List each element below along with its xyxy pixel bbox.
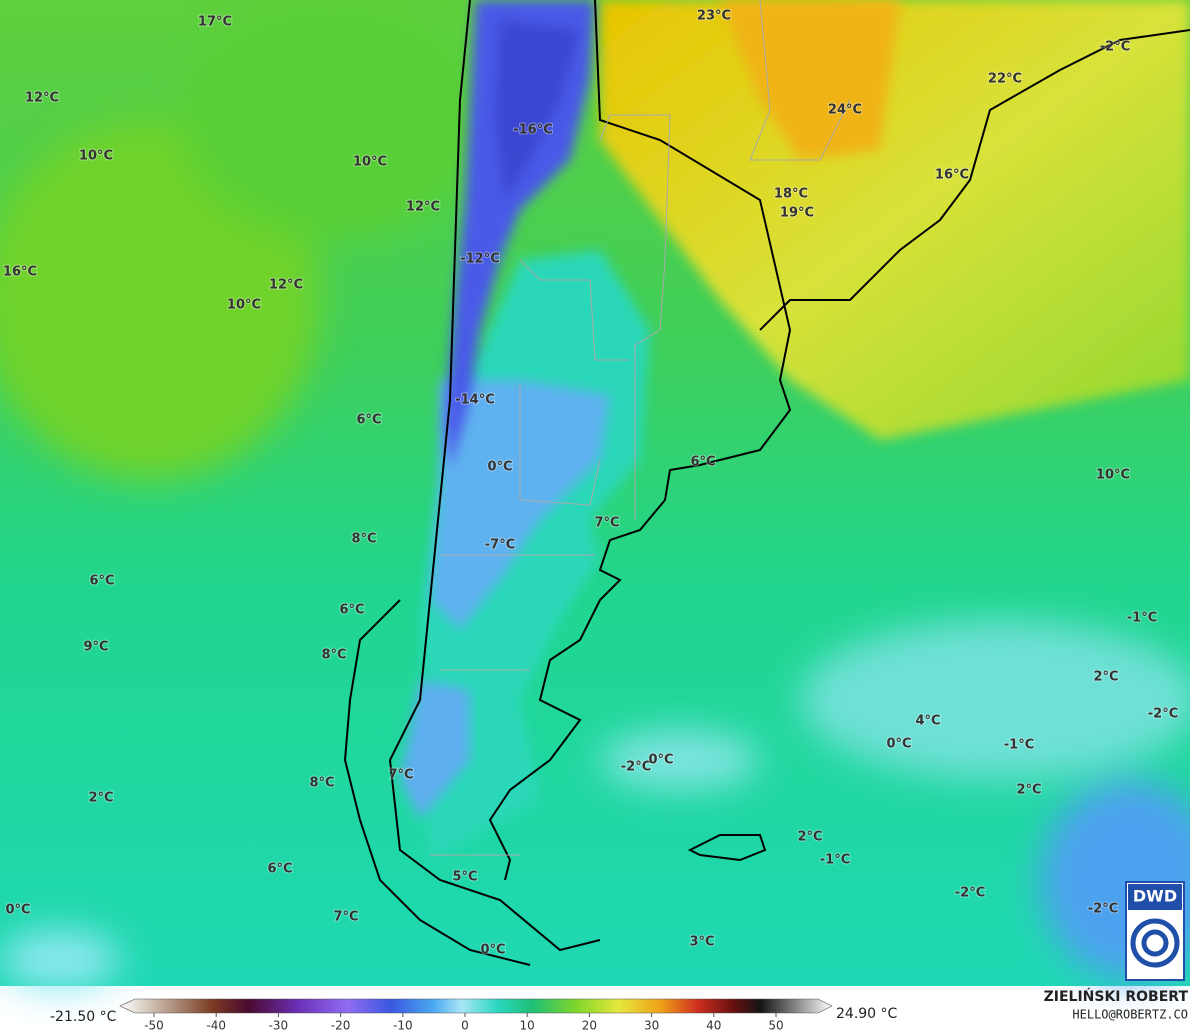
temp-label: -2°C <box>1100 40 1130 55</box>
colorbar-tick-label: -30 <box>269 1019 289 1033</box>
temp-label: -16°C <box>513 123 553 138</box>
temp-label: -1°C <box>1004 738 1034 753</box>
temp-label: 10°C <box>79 149 113 164</box>
logo-text: DWD <box>1133 887 1177 906</box>
temp-label: -1°C <box>1127 611 1157 626</box>
colorbar-tick-label: -20 <box>331 1019 351 1033</box>
temp-label: 0°C <box>487 460 512 475</box>
colorbar-tick-label: -50 <box>144 1019 164 1033</box>
colorbar-min: -21.50 °C <box>50 1009 117 1025</box>
colorbar-max: 24.90 °C <box>836 1006 898 1022</box>
temp-label: 18°C <box>774 187 808 202</box>
temp-label: 6°C <box>690 455 715 470</box>
temp-label: 17°C <box>198 15 232 30</box>
temp-label: 6°C <box>267 862 292 877</box>
temp-label: -1°C <box>820 853 850 868</box>
temp-label: 23°C <box>697 9 731 24</box>
colorbar-tick-label: 20 <box>582 1019 597 1033</box>
temp-label: 6°C <box>356 413 381 428</box>
temp-label: 7°C <box>388 768 413 783</box>
temp-label: 12°C <box>406 200 440 215</box>
colorbar-tick-label: 30 <box>644 1019 659 1033</box>
credit-email: HELLO@ROBERTZ.CO <box>1072 1008 1188 1022</box>
temp-label: 2°C <box>797 830 822 845</box>
temp-label: 12°C <box>25 91 59 106</box>
temp-label: 2°C <box>88 791 113 806</box>
temp-label: 2°C <box>1093 670 1118 685</box>
temp-label: -2°C <box>621 760 651 775</box>
temperature-labels: 17°C 23°C -2°C 12°C 22°C 24°C -16°C 10°C 10°C 16°… <box>2 8 1179 959</box>
temp-label: 8°C <box>309 776 334 791</box>
temp-label: 16°C <box>935 168 969 183</box>
temp-label: 0°C <box>5 903 30 918</box>
temp-label: 10°C <box>1096 468 1130 483</box>
temp-label: 4°C <box>915 714 940 729</box>
colorbar-tick-label: -10 <box>393 1019 413 1033</box>
colorbar-tick-label: -40 <box>206 1019 226 1033</box>
temp-label: 5°C <box>452 870 477 885</box>
colorbar-tick-label: 40 <box>706 1019 721 1033</box>
temp-label: 10°C <box>353 155 387 170</box>
temp-label: 10°C <box>227 298 261 313</box>
dwd-logo: DWD <box>1125 881 1185 981</box>
temp-label: 6°C <box>339 603 364 618</box>
temp-label: 2°C <box>1016 783 1041 798</box>
temp-label: 6°C <box>89 574 114 589</box>
temp-label: -2°C <box>955 886 985 901</box>
colorbar-tick-label: 10 <box>520 1019 535 1033</box>
temp-label: 9°C <box>83 640 108 655</box>
temp-label: 7°C <box>333 910 358 925</box>
colorbar-tick-label: 0 <box>461 1019 469 1033</box>
temp-label: 7°C <box>594 516 619 531</box>
colorbar: -21.50 °C 24.90 °C -50 -40 -30 -20 -10 0 10 20 3… <box>50 998 898 1033</box>
temp-label: 16°C <box>3 265 37 280</box>
temp-label: -14°C <box>455 393 495 408</box>
temp-label: -2°C <box>1148 707 1178 722</box>
coastlines <box>343 0 1190 966</box>
temp-label: -7°C <box>485 538 515 553</box>
temp-label: 22°C <box>988 72 1022 87</box>
temp-label: 24°C <box>828 103 862 118</box>
temp-label: 8°C <box>351 532 376 547</box>
borders <box>430 0 851 856</box>
colorbar-tick-label: 50 <box>768 1019 783 1033</box>
temp-label: -12°C <box>460 252 500 267</box>
temp-label: 12°C <box>269 278 303 293</box>
temp-label: -2°C <box>1088 902 1118 917</box>
credit-name: ZIELIŃSKI ROBERT <box>1044 987 1189 1005</box>
temp-label: 0°C <box>480 943 505 958</box>
temp-label: 0°C <box>648 753 673 768</box>
temp-label: 19°C <box>780 206 814 221</box>
temp-label: 0°C <box>886 737 911 752</box>
map-background <box>0 0 1190 990</box>
temp-label: 8°C <box>321 648 346 663</box>
temp-label: 3°C <box>689 935 714 950</box>
